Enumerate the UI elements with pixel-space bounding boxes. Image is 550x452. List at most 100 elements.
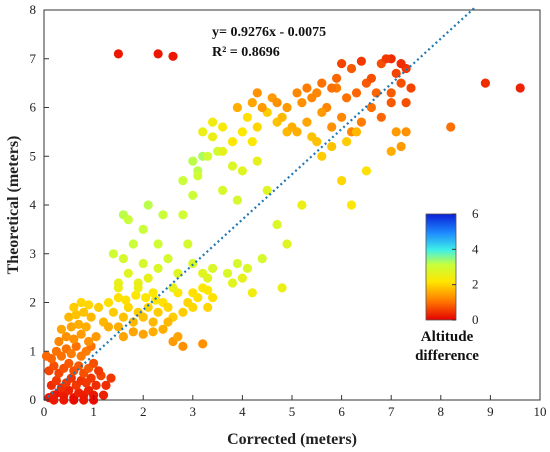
data-point <box>272 219 282 230</box>
colorbar-ticks: 0 2 4 6 <box>452 206 479 327</box>
data-point <box>143 302 153 312</box>
data-point <box>242 112 252 122</box>
data-point <box>64 358 74 368</box>
data-point <box>138 224 148 234</box>
data-point <box>292 88 302 98</box>
data-point <box>76 329 86 339</box>
data-point <box>173 332 183 342</box>
data-point <box>178 307 188 317</box>
data-point <box>218 185 228 195</box>
data-point <box>74 319 84 329</box>
data-point <box>128 327 138 337</box>
data-point <box>158 210 168 220</box>
data-point <box>79 307 89 317</box>
y-tick-label: 8 <box>30 2 37 17</box>
data-point <box>178 210 188 220</box>
data-point <box>351 127 362 137</box>
data-point <box>71 310 81 320</box>
data-point <box>203 302 213 312</box>
data-point <box>183 239 193 249</box>
data-point <box>56 324 66 334</box>
y-tick-label: 1 <box>30 343 37 358</box>
data-point <box>317 151 327 161</box>
colorbar-tick-label: 4 <box>472 241 479 256</box>
data-point <box>148 317 158 327</box>
data-point <box>143 273 153 283</box>
data-point <box>113 293 123 303</box>
data-point <box>123 302 133 312</box>
data-point <box>168 51 178 61</box>
data-point <box>386 98 396 108</box>
data-point <box>51 375 62 386</box>
x-tick-label: 5 <box>289 404 296 419</box>
data-point <box>282 239 292 249</box>
data-point <box>163 317 173 327</box>
data-point <box>118 332 128 342</box>
data-point <box>297 98 307 108</box>
data-point <box>66 322 76 332</box>
x-axis-title: Corrected (meters) <box>227 431 357 448</box>
data-point <box>208 293 218 303</box>
data-point <box>188 156 198 166</box>
data-point <box>128 239 138 249</box>
data-point <box>208 132 218 142</box>
data-point <box>86 373 96 383</box>
data-point <box>327 83 337 93</box>
data-point <box>327 141 337 152</box>
data-point <box>218 122 228 132</box>
data-point <box>74 361 84 371</box>
data-point <box>346 63 357 74</box>
data-point <box>121 295 131 305</box>
data-point <box>222 268 233 278</box>
data-point <box>81 322 91 332</box>
data-point <box>366 102 376 113</box>
data-point <box>317 78 327 88</box>
data-point <box>84 336 94 347</box>
x-tick-label: 3 <box>190 404 197 419</box>
data-point <box>227 137 238 147</box>
data-point <box>203 151 213 161</box>
data-point <box>312 137 322 147</box>
data-point <box>232 195 242 205</box>
data-point <box>406 83 416 93</box>
data-point <box>252 122 262 132</box>
colorbar-title-line1: Altitude <box>421 329 474 345</box>
data-point <box>247 137 257 147</box>
data-point <box>69 395 79 405</box>
data-point <box>282 102 292 113</box>
data-point <box>237 127 247 137</box>
colorbar-gradient <box>425 213 457 321</box>
data-point <box>337 176 347 186</box>
data-point <box>218 146 228 156</box>
y-tick-label: 5 <box>30 148 37 163</box>
data-point <box>141 293 151 303</box>
data-point <box>113 49 123 59</box>
data-point <box>188 190 198 200</box>
data-point <box>446 122 456 132</box>
data-point <box>337 59 347 69</box>
data-point <box>302 83 312 93</box>
data-point <box>198 127 208 137</box>
data-point <box>356 117 366 127</box>
y-tick-label: 4 <box>30 197 37 212</box>
data-point <box>342 137 352 147</box>
data-point <box>66 349 76 359</box>
data-point <box>386 88 396 98</box>
data-point <box>79 395 89 405</box>
y-tick-label: 0 <box>30 392 37 407</box>
data-point <box>188 302 198 312</box>
data-point <box>193 171 203 181</box>
data-point <box>108 307 118 317</box>
data-point <box>69 334 79 344</box>
data-point <box>94 302 104 312</box>
regression-equation: y= 0.9276x - 0.0075 <box>212 25 326 40</box>
data-point <box>113 283 123 293</box>
data-point <box>56 351 66 361</box>
data-point <box>351 88 362 98</box>
data-point <box>143 200 153 210</box>
y-axis-title: Theoretical (meters) <box>5 136 22 275</box>
data-point <box>371 88 381 98</box>
data-point <box>272 98 282 108</box>
data-point <box>252 156 262 166</box>
x-tick-label: 2 <box>140 404 147 419</box>
